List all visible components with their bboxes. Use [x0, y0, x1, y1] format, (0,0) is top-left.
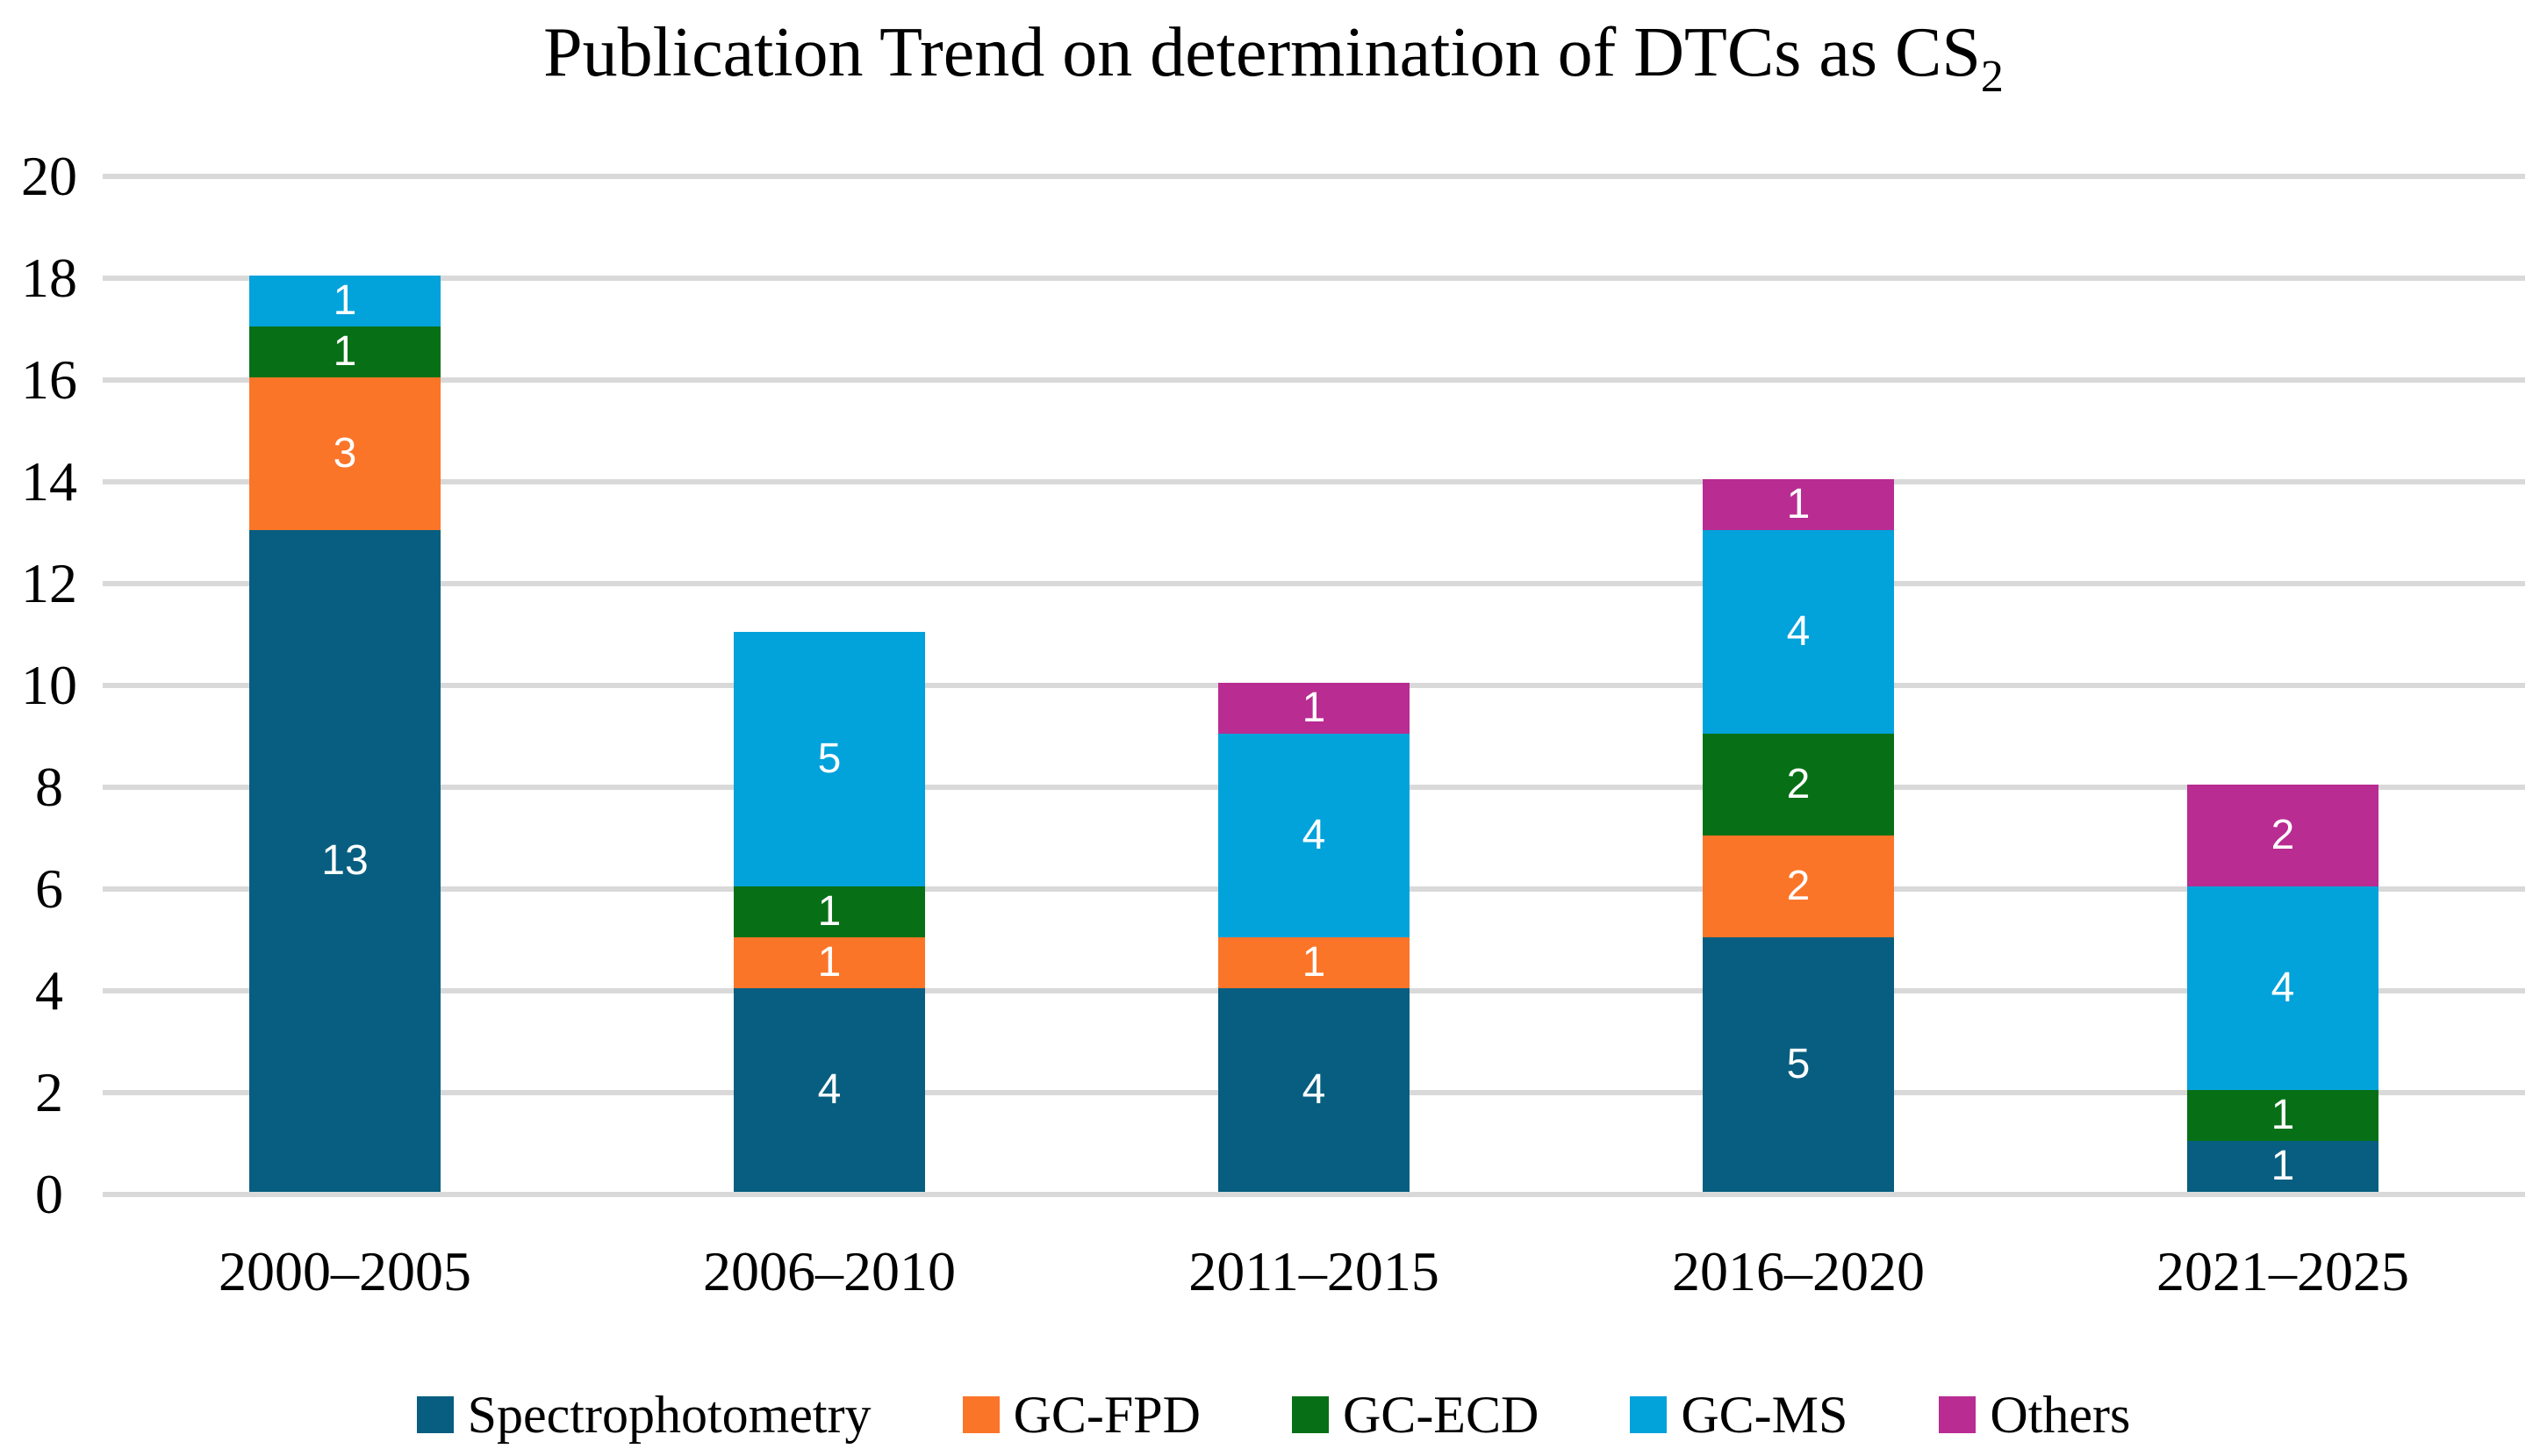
bar-segment-label: 2: [1786, 761, 1811, 807]
bar-segment-spectrophotometry: 13: [249, 530, 441, 1192]
bar-segment-label: 1: [817, 939, 842, 986]
bar-segment-gc-ms: 4: [2187, 886, 2378, 1090]
bar-segment-gc-ms: 4: [1218, 734, 1410, 937]
gridline: [103, 581, 2525, 586]
gridline: [103, 174, 2525, 179]
bar-segment-label: 4: [1786, 608, 1811, 655]
bar-segment-label: 1: [1302, 685, 1326, 731]
gridline: [103, 1192, 2525, 1197]
bar-segment-gc-fpd: 2: [1703, 836, 1894, 937]
bar-segment-others: 1: [1218, 683, 1410, 734]
legend-swatch: [1630, 1396, 1668, 1433]
bar-segment-gc-fpd: 1: [734, 937, 925, 988]
bar-segment-label: 13: [321, 837, 369, 884]
y-axis-tick-label: 18: [21, 247, 77, 309]
gridline: [103, 276, 2525, 281]
legend-swatch: [1291, 1396, 1329, 1433]
bar-segment-label: 1: [817, 888, 842, 935]
bar-segment-label: 4: [817, 1066, 842, 1113]
bar-segment-label: 1: [333, 328, 357, 375]
bar-segment-label: 1: [333, 277, 357, 324]
bar-segment-label: 4: [1302, 812, 1326, 858]
bar-segment-label: 2: [2271, 812, 2295, 858]
y-axis-tick-label: 12: [21, 552, 77, 614]
bar-segment-label: 4: [1302, 1066, 1326, 1113]
y-axis-tick-label: 8: [35, 756, 63, 818]
bar-segment-label: 1: [1786, 481, 1811, 527]
bar-segment-label: 1: [2271, 1143, 2295, 1189]
bar-segment-gc-ecd: 1: [2187, 1090, 2378, 1141]
y-axis-tick-label: 4: [35, 959, 63, 1022]
bar-segment-spectrophotometry: 5: [1703, 937, 1894, 1192]
gridline: [103, 377, 2525, 383]
x-axis-tick-label: 2016–2020: [1672, 1240, 1925, 1302]
bar-segment-gc-ms: 5: [734, 632, 925, 886]
y-axis-tick-label: 0: [35, 1163, 63, 1225]
bar-segment-gc-fpd: 1: [1218, 937, 1410, 988]
bar-segment-gc-ecd: 1: [734, 886, 925, 937]
x-axis-tick-label: 2021–2025: [2156, 1240, 2409, 1302]
legend-item-others: Others: [1939, 1387, 2130, 1443]
bar-segment-gc-ms: 1: [249, 276, 441, 326]
bar-segment-label: 3: [333, 430, 357, 477]
legend: Spectrophotometry GC-FPD GC-ECD GC-MS Others: [0, 1387, 2547, 1443]
x-axis-tick-label: 2006–2010: [703, 1240, 956, 1302]
y-axis-tick-label: 6: [35, 857, 63, 920]
bar-segment-gc-ms: 4: [1703, 530, 1894, 734]
legend-item-label: GC-MS: [1681, 1386, 1848, 1444]
chart-title: Publication Trend on determination of DT…: [0, 11, 2547, 104]
bar-segment-label: 5: [1786, 1041, 1811, 1087]
gridline: [103, 479, 2525, 484]
legend-item-gc-ecd: GC-ECD: [1291, 1386, 1539, 1444]
legend-swatch: [962, 1396, 1000, 1433]
chart-title-subscript: 2: [1980, 52, 2004, 102]
chart-title-text: Publication Trend on determination of DT…: [543, 14, 1981, 91]
bar-segment-spectrophotometry: 4: [734, 988, 925, 1192]
bar-segment-others: 2: [2187, 785, 2378, 886]
bar-segment-gc-ecd: 1: [249, 326, 441, 377]
x-axis-tick-label: 2000–2005: [219, 1240, 471, 1302]
bar-segment-spectrophotometry: 4: [1218, 988, 1410, 1192]
legend-item-gc-fpd: GC-FPD: [962, 1386, 1201, 1444]
y-axis-tick-label: 16: [21, 348, 77, 411]
bar-segment-gc-fpd: 3: [249, 377, 441, 530]
bar-segment-spectrophotometry: 1: [2187, 1141, 2378, 1192]
y-axis-tick-label: 10: [21, 654, 77, 716]
legend-item-label: Spectrophotometry: [467, 1386, 872, 1444]
legend-item-spectrophotometry: Spectrophotometry: [416, 1386, 872, 1444]
x-axis-tick-label: 2011–2015: [1188, 1240, 1439, 1302]
legend-item-label: GC-FPD: [1013, 1386, 1201, 1444]
legend-swatch: [416, 1396, 454, 1433]
legend-item-gc-ms: GC-MS: [1630, 1387, 1847, 1443]
legend-item-label: Others: [1990, 1386, 2131, 1444]
legend-item-label: GC-ECD: [1342, 1386, 1539, 1444]
bar-segment-label: 1: [2271, 1092, 2295, 1138]
bar-segment-gc-ecd: 2: [1703, 734, 1894, 836]
legend-swatch: [1939, 1396, 1977, 1433]
bar-segment-label: 2: [1786, 863, 1811, 909]
bar-segment-label: 5: [817, 735, 842, 782]
bar-segment-label: 1: [1302, 939, 1326, 986]
y-axis-tick-label: 2: [35, 1061, 63, 1123]
bar-segment-others: 1: [1703, 479, 1894, 530]
y-axis-tick-label: 14: [21, 450, 77, 513]
y-axis-tick-label: 20: [21, 145, 77, 207]
bar-segment-label: 4: [2271, 965, 2295, 1011]
